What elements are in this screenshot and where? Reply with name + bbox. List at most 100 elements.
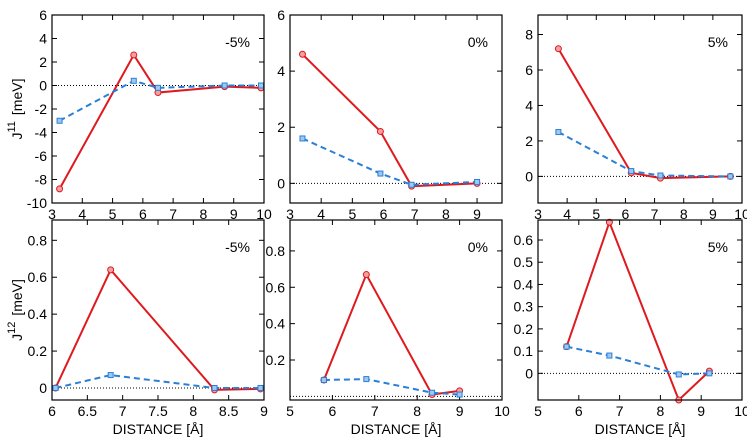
x-tick-label: 8 (680, 206, 688, 222)
point (657, 172, 664, 179)
x-tick-label: 7.5 (148, 403, 168, 419)
series-line (58, 53, 262, 190)
x-tick-label: 8 (413, 403, 421, 419)
x-tick-label: 10 (734, 206, 747, 222)
point (221, 82, 228, 89)
x-tick-label: 9 (456, 403, 464, 419)
x-tick-label: 5 (286, 403, 294, 419)
x-tick-label: 6.5 (78, 403, 98, 419)
point (130, 51, 138, 59)
x-axis-label: DISTANCE [Å] (351, 421, 442, 437)
y-tick-label: 2 (525, 133, 533, 149)
y-label-unit: [meV] (9, 79, 25, 116)
y-tick-label: 0.2 (28, 343, 48, 359)
series-line (54, 268, 261, 391)
plot-frame (51, 14, 265, 204)
point (56, 185, 64, 193)
y-tick-label: 6 (39, 7, 47, 23)
point (107, 266, 115, 274)
x-tick-label: 4 (563, 206, 571, 222)
x-tick-label: 4 (78, 206, 86, 222)
y-axis-label: J12 [meV] (6, 279, 25, 341)
x-tick-label: 9 (709, 206, 717, 222)
x-tick-label: 5 (592, 206, 600, 222)
point (130, 77, 137, 84)
x-tick-label: 7 (371, 403, 379, 419)
x-tick-label: 6 (380, 206, 388, 222)
point (408, 181, 415, 188)
y-tick-label: 0 (39, 380, 47, 396)
point (605, 218, 613, 226)
point (727, 173, 734, 180)
x-axis-label: DISTANCE [Å] (113, 421, 204, 437)
x-tick-label: 8 (189, 403, 197, 419)
y-tick-label: -8 (35, 172, 48, 188)
y-label-base: J (9, 334, 25, 341)
x-tick-label: 10 (734, 403, 747, 419)
x-tick-label: 3 (286, 206, 294, 222)
y-tick-label: 0.6 (28, 269, 48, 285)
x-tick-label: 5 (348, 206, 356, 222)
point (555, 129, 562, 136)
x-tick-label: 8 (442, 206, 450, 222)
x-tick-label: 9 (230, 206, 238, 222)
point (554, 45, 562, 53)
x-tick-label: 7 (119, 403, 127, 419)
y-tick-label: 6 (525, 62, 533, 78)
point (155, 84, 161, 91)
point (56, 117, 63, 124)
series-line (566, 345, 710, 376)
y-tick-label: 0.6 (266, 279, 286, 295)
x-tick-label: 8 (657, 403, 665, 419)
point (675, 371, 682, 378)
point (606, 352, 613, 359)
annotation: -5% (225, 239, 250, 255)
series-line (322, 272, 460, 396)
y-tick-label: 6 (277, 7, 285, 23)
y-tick-label: 0.4 (266, 316, 286, 332)
point (376, 127, 384, 135)
series-line (323, 378, 460, 396)
annotation: 0% (468, 239, 488, 255)
x-tick-label: 9 (473, 206, 481, 222)
y-tick-label: 0.4 (514, 276, 534, 292)
series-line (302, 137, 478, 186)
annotation: 5% (708, 34, 728, 50)
y-tick-label: 0 (39, 78, 47, 94)
y-tick-label: 4 (39, 31, 47, 47)
point (456, 391, 463, 398)
y-label-base: J (9, 133, 25, 140)
point (362, 271, 370, 279)
y-tick-label: -4 (35, 125, 48, 141)
x-tick-label: 6 (622, 206, 630, 222)
x-tick-label: 6 (139, 206, 147, 222)
x-tick-label: 9 (260, 403, 268, 419)
y-tick-label: 0.2 (266, 352, 286, 368)
point (211, 385, 218, 391)
x-tick-label: 3 (534, 206, 542, 222)
point (429, 389, 436, 396)
x-tick-label: 9 (697, 403, 705, 419)
series-line (557, 131, 731, 178)
x-tick-label: 6 (575, 403, 583, 419)
point (52, 385, 59, 391)
point (377, 170, 384, 177)
y-tick-label: 2 (39, 54, 47, 70)
point (474, 178, 481, 185)
plot-frame (289, 14, 503, 204)
x-tick-label: 5 (534, 403, 542, 419)
x-tick-label: 6 (48, 403, 56, 419)
annotation: 5% (708, 239, 728, 255)
x-tick-label: 8.5 (219, 403, 239, 419)
y-tick-label: 0.5 (514, 254, 534, 270)
y-tick-label: -10 (27, 195, 47, 211)
x-tick-label: 7 (169, 206, 177, 222)
series-line (557, 48, 731, 180)
y-tick-label: 0.2 (514, 321, 534, 337)
y-tick-label: 0 (525, 365, 533, 381)
point (257, 385, 264, 391)
point (563, 343, 570, 350)
point (107, 372, 114, 379)
y-label-sup: 11 (6, 121, 18, 132)
